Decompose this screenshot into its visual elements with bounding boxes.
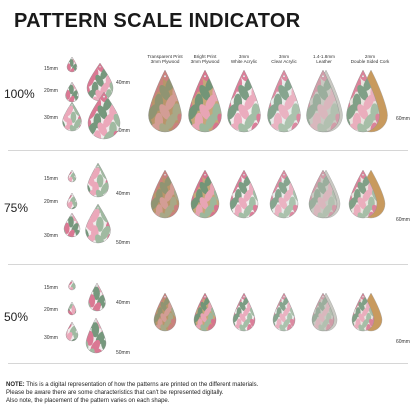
size-label-20: 20mm [44, 88, 58, 94]
material-drop [269, 169, 299, 219]
size-label-15: 15mm [44, 176, 58, 182]
row-label-75: 75% [4, 201, 29, 215]
material-drop [190, 169, 220, 219]
header-cork: 2mm Double Sided Cork [350, 54, 390, 65]
note-line-3: Also note, the placement of the pattern … [6, 398, 170, 404]
page-title: PATTERN SCALE INDICATOR [14, 10, 301, 32]
header-transparent-plywood: Transparent Print 3mm Plywood [147, 54, 183, 65]
header-leather: 1.4-1.8mm Leather [313, 54, 335, 65]
size-sample-drop [67, 301, 77, 316]
material-drop [267, 69, 301, 133]
size-label-30: 30mm [44, 115, 58, 121]
row-divider [8, 150, 408, 151]
material-drop-leather [308, 169, 338, 219]
material-drop [229, 169, 259, 219]
size-label-15: 15mm [44, 285, 58, 291]
size-label-30: 30mm [44, 335, 58, 341]
material-drop [232, 292, 256, 332]
size-label-40: 40mm [116, 80, 130, 86]
size-sample-drop [88, 282, 106, 312]
size-label-60: 60mm [396, 116, 410, 122]
size-sample-drop [67, 169, 77, 183]
material-drop [150, 169, 180, 219]
row-label-50: 50% [4, 310, 29, 324]
row-divider [8, 264, 408, 265]
size-sample-drop [87, 162, 109, 198]
size-sample-drop [66, 192, 78, 210]
size-label-60: 60mm [396, 339, 410, 345]
size-label-15: 15mm [44, 66, 58, 72]
note-line-1: This is a digital representation of how … [24, 382, 259, 388]
header-clear-acrylic: 3mm Clear Acrylic [271, 54, 297, 65]
material-drop [148, 69, 182, 133]
size-sample-drop [66, 56, 78, 73]
size-label-50: 50mm [116, 128, 130, 134]
material-drop [272, 292, 296, 332]
row-label-100: 100% [4, 87, 35, 101]
size-label-50: 50mm [116, 350, 130, 356]
note-text: NOTE: This is a digital representation o… [6, 381, 410, 405]
size-label-30: 30mm [44, 233, 58, 239]
header-bright-plywood: Bright Print 3mm Plywood [190, 54, 220, 65]
size-sample-drop [68, 279, 76, 291]
note-prefix: NOTE: [6, 382, 25, 388]
size-label-60: 60mm [396, 217, 410, 223]
material-drop [188, 69, 222, 133]
size-label-50: 50mm [116, 240, 130, 246]
size-label-20: 20mm [44, 307, 58, 313]
material-drop [153, 292, 177, 332]
size-label-40: 40mm [116, 300, 130, 306]
note-line-2: Please be aware there are some character… [6, 390, 224, 396]
material-drop [193, 292, 217, 332]
size-label-40: 40mm [116, 191, 130, 197]
row-divider [8, 363, 408, 364]
size-label-20: 20mm [44, 199, 58, 205]
header-white-acrylic: 3mm White Acrylic [230, 54, 258, 65]
